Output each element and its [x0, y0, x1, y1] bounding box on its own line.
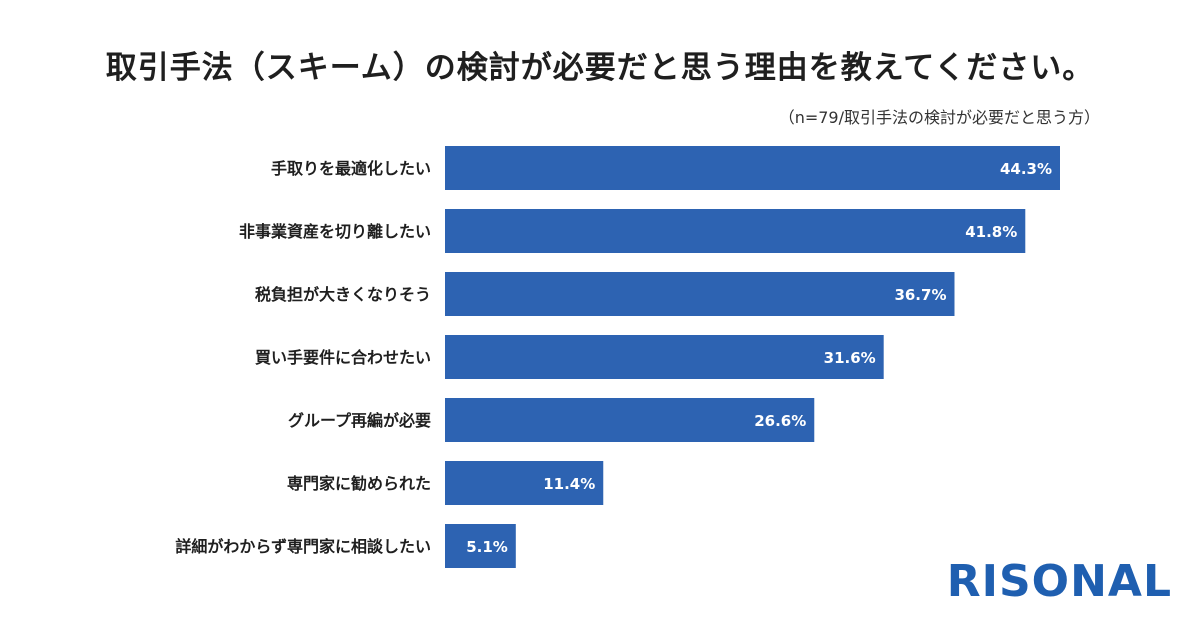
category-label-2: 非事業資産を切り離したい	[239, 222, 431, 241]
value-label-5: 26.6%	[754, 412, 806, 430]
bar-5	[445, 398, 815, 442]
bar-1	[445, 146, 1060, 190]
category-label-7: 詳細がわからず専門家に相談したい	[175, 537, 431, 556]
risonal-logo: RISONAL	[946, 556, 1172, 607]
value-label-1: 44.3%	[1000, 160, 1052, 178]
category-label-1: 手取りを最適化したい	[271, 159, 431, 178]
value-label-7: 5.1%	[466, 538, 508, 556]
bar-2	[445, 209, 1026, 253]
bar-4	[445, 335, 884, 379]
category-label-4: 買い手要件に合わせたい	[255, 348, 431, 367]
bar-3	[445, 272, 955, 316]
bar-6	[445, 461, 604, 505]
value-label-3: 36.7%	[894, 286, 946, 304]
category-label-6: 専門家に勧められた	[287, 474, 431, 493]
value-label-2: 41.8%	[965, 223, 1017, 241]
category-label-5: グループ再編が必要	[288, 411, 431, 430]
chart-subtitle: （n=79/取引手法の検討が必要だと思う方）	[778, 108, 1100, 127]
value-label-6: 11.4%	[543, 475, 595, 493]
value-label-4: 31.6%	[824, 349, 876, 367]
chart-title: 取引手法（スキーム）の検討が必要だと思う理由を教えてください。	[105, 50, 1095, 86]
bar-7	[445, 524, 516, 568]
category-label-3: 税負担が大きくなりそう	[255, 285, 431, 304]
